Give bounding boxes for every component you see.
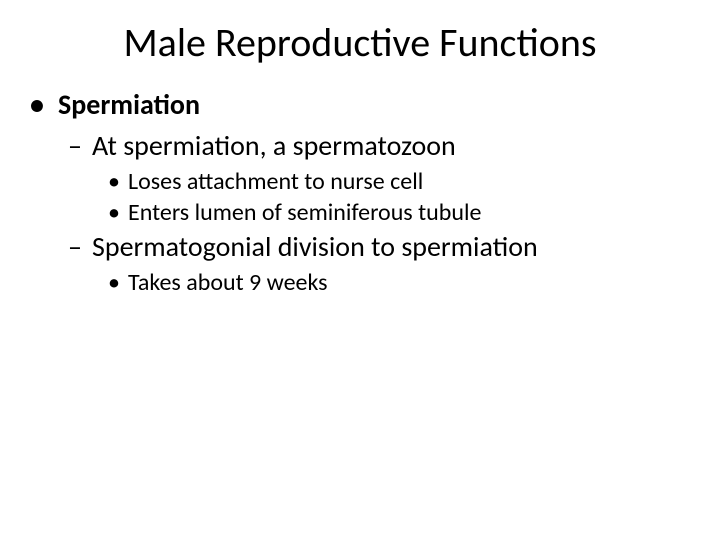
disc-icon: • <box>108 268 128 297</box>
bullet-level3: •Loses attachment to nurse cell <box>108 167 690 196</box>
bullet-level3: •Enters lumen of seminiferous tubule <box>108 198 690 227</box>
bullet-level3: •Takes about 9 weeks <box>108 268 690 297</box>
bullet-text: At spermiation, a spermatozoon <box>92 128 456 163</box>
disc-icon: • <box>30 87 58 122</box>
disc-icon: • <box>108 198 128 227</box>
disc-icon: • <box>108 167 128 196</box>
bullet-text: Loses attachment to nurse cell <box>128 167 423 196</box>
bullet-text: Takes about 9 weeks <box>128 268 328 297</box>
bullet-level1: •Spermiation <box>30 87 690 122</box>
dash-icon: – <box>68 229 92 264</box>
bullet-text: Enters lumen of seminiferous tubule <box>128 198 481 227</box>
bullet-level2: –At spermiation, a spermatozoon <box>68 128 690 163</box>
bullet-text: Spermiation <box>58 87 200 122</box>
title-text: Male Reproductive Functions <box>123 18 596 67</box>
dash-icon: – <box>68 128 92 163</box>
bullet-level2: –Spermatogonial division to spermiation <box>68 229 690 264</box>
slide: Male Reproductive Functions •Spermiation… <box>0 0 720 540</box>
slide-title: Male Reproductive Functions <box>30 18 690 67</box>
bullet-text: Spermatogonial division to spermiation <box>92 229 538 264</box>
